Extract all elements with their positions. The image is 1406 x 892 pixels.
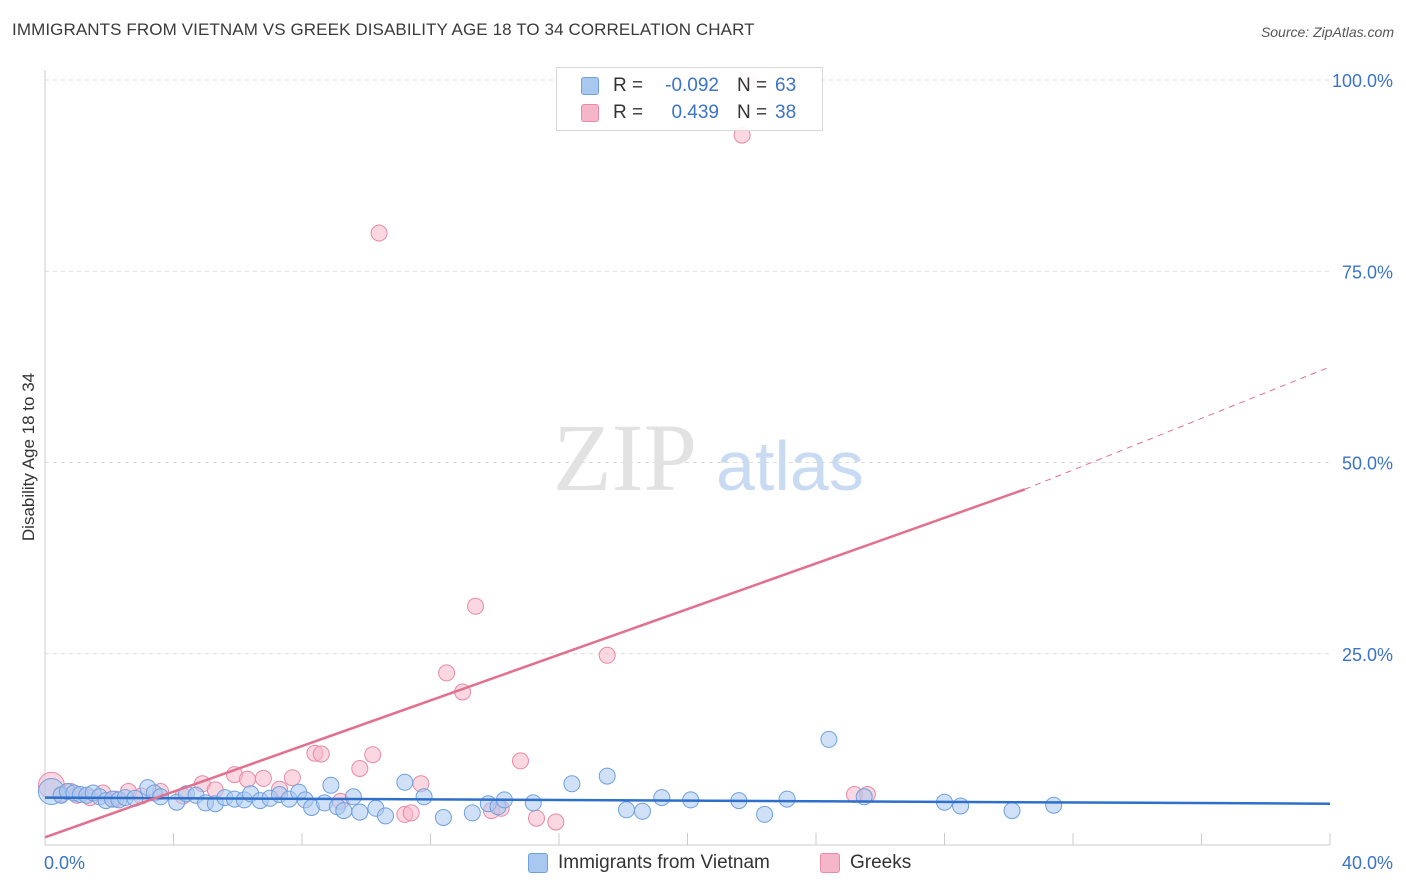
vietnam-point [396,773,414,791]
vietnam-point [351,803,369,821]
axis-labels: 25.0% 50.0% 75.0% 100.0% 0.0% 40.0% Disability… [19,71,1393,873]
greeks-point [370,224,388,242]
vietnam-point [344,788,362,806]
vietnam-point [653,789,671,807]
vietnam-point [463,804,481,822]
x-tick-label-end: 40.0% [1342,853,1393,873]
n-value: 63 [775,75,797,96]
vietnam-swatch [581,77,599,95]
legend-item-vietnam: Immigrants from Vietnam [528,852,770,874]
r-label: R = [613,75,644,96]
greeks-point [547,813,565,831]
legend-label-vietnam: Immigrants from Vietnam [558,852,770,873]
vietnam-point [415,788,433,806]
axes [44,70,1331,846]
trend-lines [44,366,1331,839]
watermark-zip: ZIP [553,404,697,511]
vietnam-legend-swatch [528,853,548,873]
greeks-point [512,752,529,770]
greeks-point [312,745,330,763]
points [37,72,1063,831]
legend-row-vietnam: R = -0.092 N = 63 [581,73,796,99]
vietnam-point [524,794,542,812]
vietnam-point [434,809,452,826]
y-axis-title: Disability Age 18 to 34 [19,373,38,541]
x-tick-label-start: 0.0% [44,853,85,873]
y-tick-label: 25.0% [1342,645,1393,665]
watermark: ZIP atlas [553,404,864,511]
vietnam-point [820,730,838,748]
r-value: 0.439 [671,102,719,123]
vietnam-point [1045,796,1063,814]
vietnam-point [377,807,394,825]
vietnam-point [952,797,970,815]
series-legend: Immigrants from Vietnam Greeks [0,852,1406,878]
legend-row-greeks: R = 0.439 N = 38 [581,100,796,126]
vietnam-point [563,775,581,793]
greeks-point [351,760,369,777]
greeks-trend-extension [1024,366,1331,490]
vietnam-point [598,767,616,785]
watermark-atlas: atlas [716,427,864,505]
vietnam-point [618,801,635,819]
vietnam-point [778,790,796,808]
r-label: R = [613,102,644,123]
grid [45,79,1330,655]
greeks-point [467,597,484,615]
source-credit: Source: ZipAtlas.com [1260,24,1394,40]
vietnam-point [1003,802,1021,820]
correlation-legend: R = -0.092 N = 63 R = 0.439 N = 38 [556,67,823,131]
n-label: N = [737,75,768,96]
y-tick-label: 50.0% [1342,454,1393,474]
n-label: N = [737,102,768,123]
y-tick-label: 75.0% [1342,262,1393,282]
greeks-legend-swatch [820,853,840,873]
r-value: -0.092 [665,75,719,96]
greeks-point [402,804,420,822]
vietnam-point [322,776,340,794]
greeks-point [528,809,545,827]
legend-item-greeks: Greeks [820,852,911,874]
greeks-trend-line [44,488,1026,839]
greeks-point [438,664,456,682]
greeks-point [238,770,256,788]
greeks-point [254,769,272,787]
n-value: 38 [775,102,797,123]
greeks-point [364,746,382,764]
legend-label-greeks: Greeks [850,852,912,873]
chart-title: IMMIGRANTS FROM VIETNAM VS GREEK DISABIL… [12,20,755,39]
vietnam-trend-line [44,796,1331,805]
greeks-point [598,646,616,664]
vietnam-point [634,802,651,820]
greeks-point [283,769,301,787]
vietnam-point [335,802,353,820]
greeks-swatch [581,104,599,122]
y-tick-label: 100.0% [1332,71,1393,91]
vietnam-point [756,805,774,823]
